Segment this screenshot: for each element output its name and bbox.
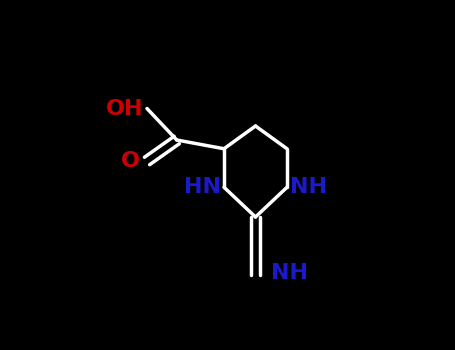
- Text: NH: NH: [290, 177, 328, 197]
- Text: NH: NH: [271, 263, 308, 283]
- Text: HN: HN: [183, 177, 221, 197]
- Text: OH: OH: [106, 98, 143, 119]
- Text: O: O: [121, 151, 140, 171]
